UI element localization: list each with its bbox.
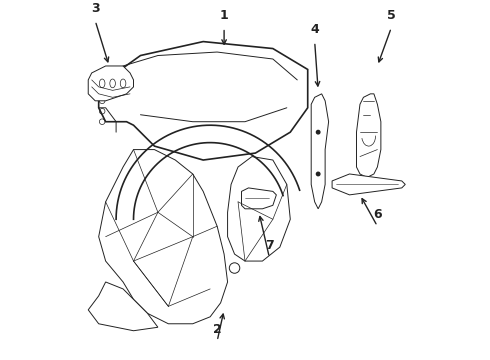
Polygon shape xyxy=(88,282,158,331)
Text: 1: 1 xyxy=(220,9,228,22)
Circle shape xyxy=(317,172,320,176)
Text: 5: 5 xyxy=(387,9,396,22)
Polygon shape xyxy=(98,42,308,160)
Polygon shape xyxy=(242,188,276,209)
Polygon shape xyxy=(227,157,290,261)
Text: 3: 3 xyxy=(91,3,99,15)
Polygon shape xyxy=(311,94,329,209)
Circle shape xyxy=(317,130,320,134)
Polygon shape xyxy=(98,150,227,324)
Text: 6: 6 xyxy=(373,208,382,221)
Polygon shape xyxy=(357,94,381,177)
Text: 2: 2 xyxy=(213,323,221,336)
Text: 4: 4 xyxy=(310,23,319,36)
Polygon shape xyxy=(332,174,405,195)
Polygon shape xyxy=(88,66,133,101)
Text: 7: 7 xyxy=(265,239,274,252)
